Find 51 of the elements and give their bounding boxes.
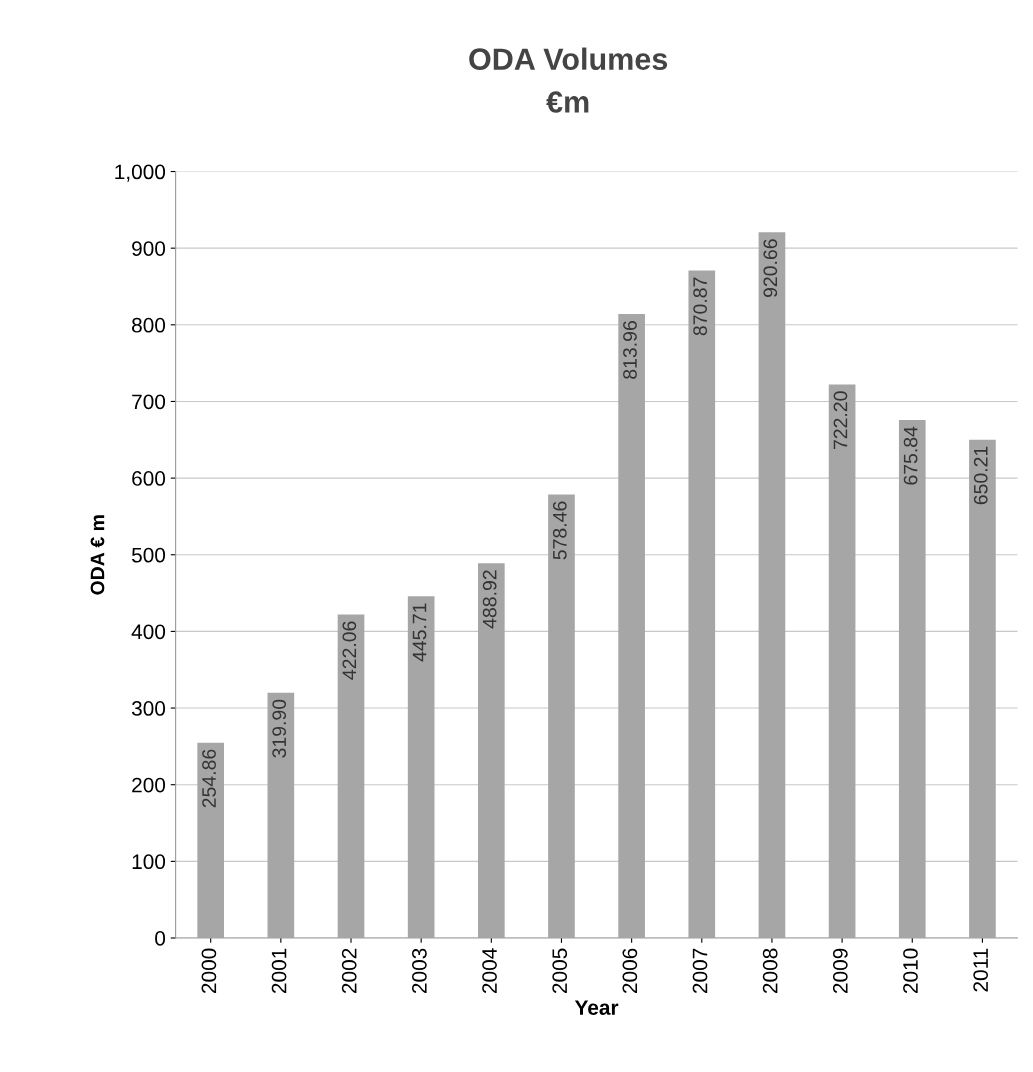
data-label: 650.21 (973, 446, 988, 505)
data-label: 319.90 (272, 699, 287, 758)
x-axis-title: Year (574, 1000, 619, 1015)
y-tick-label: 200 (132, 777, 166, 793)
x-tick-label: 2007 (692, 948, 708, 994)
x-tick-label: 2011 (973, 948, 989, 992)
chart-title: ODA Volumes (469, 47, 668, 70)
x-tick-label: 2002 (341, 948, 357, 994)
bar (477, 563, 505, 938)
y-tick-label: 500 (131, 547, 166, 563)
bar (898, 419, 926, 938)
data-label: 422.06 (342, 621, 357, 680)
y-tick-label: 900 (132, 241, 166, 256)
chart-subtitle: €m (546, 91, 589, 113)
x-tick-label: 2008 (762, 948, 778, 994)
y-tick-label: 1,000 (115, 164, 166, 182)
data-label: 920.66 (763, 239, 778, 298)
y-axis-title: ODA € m (90, 515, 105, 595)
x-tick-label: 2006 (622, 948, 638, 994)
bar (548, 494, 575, 938)
y-tick-label: 700 (132, 394, 166, 410)
bar (197, 742, 225, 938)
y-tick-label: 600 (132, 471, 166, 486)
bar (688, 270, 716, 938)
x-tick-label: 2004 (482, 948, 497, 994)
bar (337, 614, 365, 938)
x-tick-label: 2003 (412, 948, 427, 994)
data-label: 870.87 (693, 277, 708, 336)
bar (828, 384, 856, 938)
x-tick-label: 2000 (201, 948, 217, 994)
bar (758, 232, 786, 938)
x-tick-label: 2009 (832, 948, 848, 994)
x-tick-label: 2010 (903, 948, 918, 994)
data-label: 254.86 (202, 749, 216, 808)
data-label: 675.84 (903, 426, 918, 485)
x-tick-label: 2005 (552, 948, 568, 994)
data-label: 578.46 (552, 501, 567, 560)
data-label: 722.20 (833, 391, 848, 450)
bar (618, 314, 645, 938)
bar (969, 439, 996, 938)
data-label: 813.96 (623, 321, 637, 379)
data-label: 445.71 (412, 603, 427, 662)
y-tick-label: 0 (155, 931, 166, 946)
x-tick-label: 2001 (271, 948, 287, 994)
y-tick-label: 800 (132, 317, 166, 333)
bar (267, 692, 295, 938)
y-tick-label: 400 (131, 624, 166, 640)
y-tick-label: 300 (131, 701, 166, 716)
data-label: 488.92 (482, 570, 497, 629)
y-tick-label: 100 (132, 854, 166, 870)
bar (407, 596, 435, 938)
